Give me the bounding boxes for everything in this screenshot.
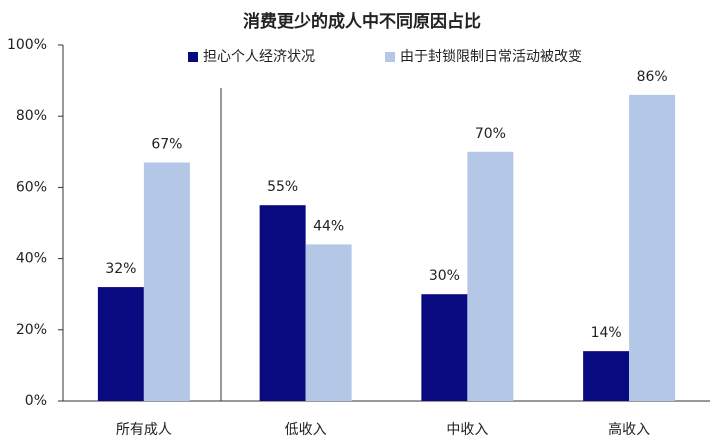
bar (305, 244, 352, 401)
value-label: 67% (151, 136, 182, 152)
bar (143, 162, 190, 401)
value-label: 44% (313, 218, 344, 234)
value-label: 70% (475, 126, 506, 142)
bar (467, 151, 514, 401)
bar (629, 94, 676, 401)
x-tick-label: 低收入 (285, 422, 327, 438)
y-tick-label: 60% (16, 179, 47, 195)
value-label: 86% (637, 69, 668, 85)
bar (583, 351, 630, 401)
bar (259, 205, 306, 401)
y-tick-label: 20% (16, 322, 47, 338)
y-tick-label: 0% (25, 393, 47, 409)
chart-title: 消费更少的成人中不同原因占比 (243, 11, 481, 32)
y-tick-label: 80% (16, 108, 47, 124)
value-label: 32% (105, 261, 136, 277)
value-label: 30% (429, 268, 460, 284)
legend-label: 由于封锁限制日常活动被改变 (400, 49, 582, 65)
y-tick-label: 40% (16, 251, 47, 267)
legend-swatch (385, 52, 395, 62)
y-tick-label: 100% (7, 37, 47, 53)
value-label: 14% (591, 325, 622, 341)
x-tick-label: 高收入 (608, 421, 650, 438)
legend-label: 担心个人经济状况 (203, 49, 315, 65)
bar (97, 287, 144, 401)
bar (421, 294, 468, 401)
x-tick-label: 中收入 (446, 422, 488, 438)
legend-swatch (188, 52, 198, 62)
value-label: 55% (267, 179, 298, 195)
x-tick-label: 所有成人 (116, 422, 172, 438)
